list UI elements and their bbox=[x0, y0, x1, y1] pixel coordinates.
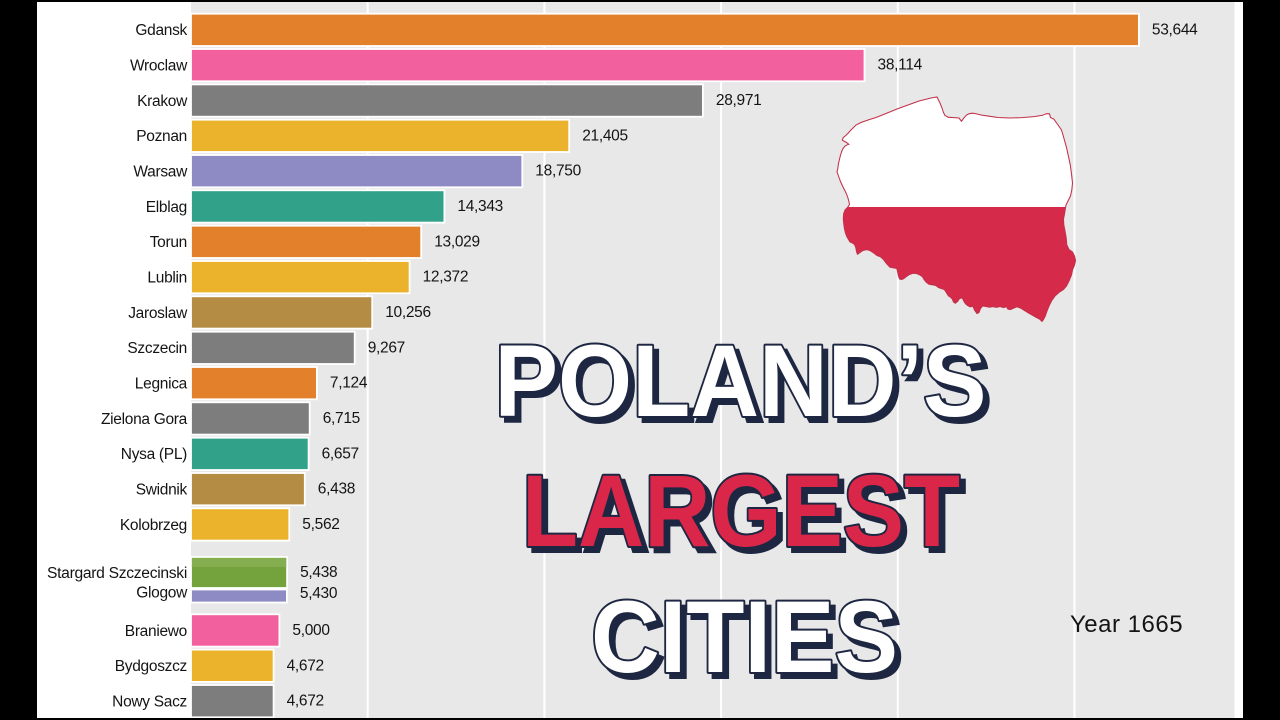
svg-text:Year 1665: Year 1665 bbox=[1070, 611, 1183, 638]
svg-text:Lublin: Lublin bbox=[147, 270, 187, 287]
svg-text:53,644: 53,644 bbox=[1152, 21, 1198, 38]
svg-text:Gdansk: Gdansk bbox=[135, 22, 187, 39]
svg-text:18,750: 18,750 bbox=[535, 163, 581, 180]
svg-text:Legnica: Legnica bbox=[135, 376, 188, 393]
svg-text:9,267: 9,267 bbox=[368, 339, 405, 356]
svg-text:6,657: 6,657 bbox=[322, 445, 359, 462]
svg-text:Jaroslaw: Jaroslaw bbox=[128, 305, 188, 322]
svg-text:6,715: 6,715 bbox=[323, 410, 360, 427]
svg-text:Bydgoszcz: Bydgoszcz bbox=[115, 658, 187, 675]
svg-text:Elblag: Elblag bbox=[146, 199, 187, 216]
svg-text:6,438: 6,438 bbox=[318, 481, 355, 498]
svg-text:Stargard Szczecinski: Stargard Szczecinski bbox=[47, 565, 187, 582]
svg-text:Poznan: Poznan bbox=[136, 128, 187, 145]
svg-text:13,029: 13,029 bbox=[434, 233, 480, 250]
svg-text:5,000: 5,000 bbox=[292, 622, 330, 639]
svg-text:5,430: 5,430 bbox=[300, 585, 338, 602]
svg-text:Braniewo: Braniewo bbox=[125, 623, 187, 640]
svg-text:10,256: 10,256 bbox=[385, 304, 431, 321]
svg-text:CITIES: CITIES bbox=[591, 580, 898, 694]
svg-text:POLAND’S: POLAND’S bbox=[500, 329, 992, 443]
svg-text:LARGEST: LARGEST bbox=[527, 459, 965, 573]
svg-text:4,672: 4,672 bbox=[287, 693, 324, 710]
svg-text:38,114: 38,114 bbox=[878, 57, 923, 74]
svg-text:Krakow: Krakow bbox=[137, 93, 188, 110]
svg-text:5,562: 5,562 bbox=[302, 516, 339, 533]
svg-text:4,672: 4,672 bbox=[287, 657, 324, 674]
svg-text:LARGEST: LARGEST bbox=[522, 454, 960, 568]
svg-text:Szczecin: Szczecin bbox=[127, 340, 187, 357]
svg-text:Zielona Gora: Zielona Gora bbox=[101, 411, 188, 428]
svg-text:14,343: 14,343 bbox=[457, 198, 503, 215]
svg-text:Torun: Torun bbox=[150, 234, 187, 251]
svg-text:Swidnik: Swidnik bbox=[136, 482, 188, 499]
svg-text:POLAND’S: POLAND’S bbox=[495, 324, 987, 438]
svg-text:Glogow: Glogow bbox=[136, 584, 188, 601]
svg-text:Nowy Sacz: Nowy Sacz bbox=[112, 694, 187, 711]
svg-text:7,124: 7,124 bbox=[330, 375, 368, 392]
svg-text:Warsaw: Warsaw bbox=[133, 164, 188, 181]
svg-text:Kolobrzeg: Kolobrzeg bbox=[120, 517, 187, 534]
svg-text:Wroclaw: Wroclaw bbox=[130, 58, 188, 75]
svg-text:12,372: 12,372 bbox=[423, 269, 469, 286]
svg-text:5,438: 5,438 bbox=[300, 564, 337, 581]
svg-text:CITIES: CITIES bbox=[596, 585, 903, 699]
svg-text:Nysa (PL): Nysa (PL) bbox=[121, 446, 187, 463]
svg-text:28,971: 28,971 bbox=[716, 92, 762, 109]
svg-text:21,405: 21,405 bbox=[582, 127, 628, 144]
